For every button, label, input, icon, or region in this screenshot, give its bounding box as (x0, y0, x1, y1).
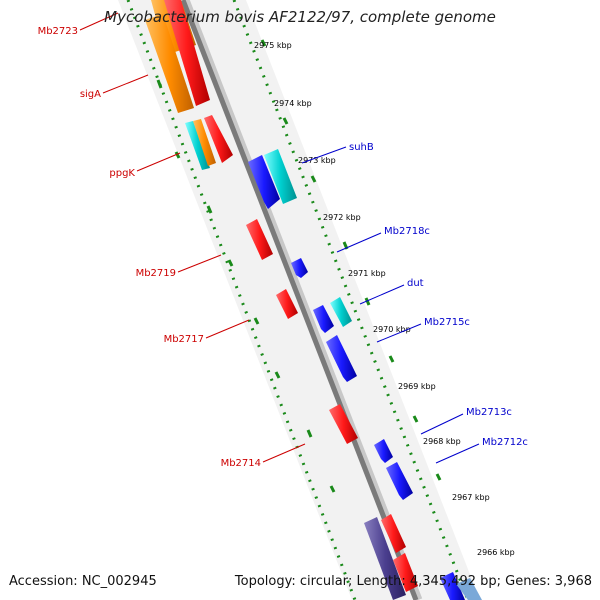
gene-label-Mb2712c[interactable]: Mb2712c (482, 437, 528, 448)
tick-label-2967: 2967 kbp (452, 493, 490, 502)
gene-label-Mb2714[interactable]: Mb2714 (221, 458, 261, 469)
tick-label-2974: 2974 kbp (274, 99, 312, 108)
tick-label-2972: 2972 kbp (323, 213, 361, 222)
tick-label-2971: 2971 kbp (348, 269, 386, 278)
feature-Mb2715c[interactable] (326, 335, 357, 382)
left-gene-labels: Mb2723 sigA ppgK Mb2719 Mb2717 Mb2714 (38, 26, 261, 469)
tick-label-2968: 2968 kbp (423, 437, 461, 446)
gene-label-suhB[interactable]: suhB (349, 142, 374, 153)
feature-Mb2713c[interactable] (374, 439, 393, 463)
feature-ppgK-cyan[interactable] (185, 121, 210, 170)
gene-label-dut[interactable]: dut (407, 278, 424, 289)
feature-ppgK[interactable] (204, 115, 233, 163)
gene-label-Mb2717[interactable]: Mb2717 (164, 334, 204, 345)
feature-red-bottom-2[interactable] (393, 553, 418, 592)
tick-label-2975: 2975 kbp (254, 41, 292, 50)
gene-label-Mb2713c[interactable]: Mb2713c (466, 407, 512, 418)
right-gene-labels: suhB Mb2718c dut Mb2715c Mb2713c Mb2712c (349, 142, 528, 448)
tick-label-2966: 2966 kbp (477, 548, 515, 557)
gene-label-Mb2718c[interactable]: Mb2718c (384, 226, 430, 237)
gene-label-Mb2715c[interactable]: Mb2715c (424, 317, 470, 328)
feature-suhB[interactable] (248, 155, 280, 209)
feature-dut[interactable] (313, 305, 334, 333)
tick-label-2969: 2969 kbp (398, 382, 436, 391)
ruler-ticks: 2975 kbp 2974 kbp 2973 kbp 2972 kbp 2971… (254, 41, 515, 557)
feature-Mb2714[interactable] (329, 404, 358, 444)
gene-label-ppgK[interactable]: ppgK (109, 168, 135, 179)
right-label-leaders (301, 146, 480, 464)
feature-lightblue-bottom[interactable] (456, 578, 482, 600)
feature-Mb2717[interactable] (276, 289, 298, 319)
feature-Mb2719[interactable] (246, 219, 273, 260)
topology-text: Topology: circular; Length: 4,345,492 bp… (234, 574, 592, 589)
feature-dut-cyan[interactable] (330, 297, 352, 327)
feature-red-bottom[interactable] (381, 514, 406, 553)
gene-label-sigA[interactable]: sigA (80, 89, 101, 100)
accession-text: Accession: NC_002945 (9, 574, 157, 589)
feature-ppgK-orange[interactable] (193, 119, 216, 166)
left-label-leaders (79, 12, 306, 463)
feature-suhB-cyan[interactable] (264, 149, 297, 204)
tick-label-2973: 2973 kbp (298, 156, 336, 165)
feature-Mb2712c[interactable] (386, 462, 413, 500)
gene-label-Mb2719[interactable]: Mb2719 (136, 268, 176, 279)
feature-Mb2718c[interactable] (291, 258, 308, 278)
backbone (180, 0, 419, 600)
feature-Mb2723[interactable] (164, 0, 210, 106)
feature-sigA[interactable] (145, 14, 194, 113)
feature-blue-bottom[interactable] (440, 572, 465, 600)
tick-label-2970: 2970 kbp (373, 325, 411, 334)
map-title: Mycobacterium bovis AF2122/97, complete … (104, 8, 496, 26)
feature-purple-bottom[interactable] (364, 517, 406, 600)
gene-label-Mb2723[interactable]: Mb2723 (38, 26, 78, 37)
